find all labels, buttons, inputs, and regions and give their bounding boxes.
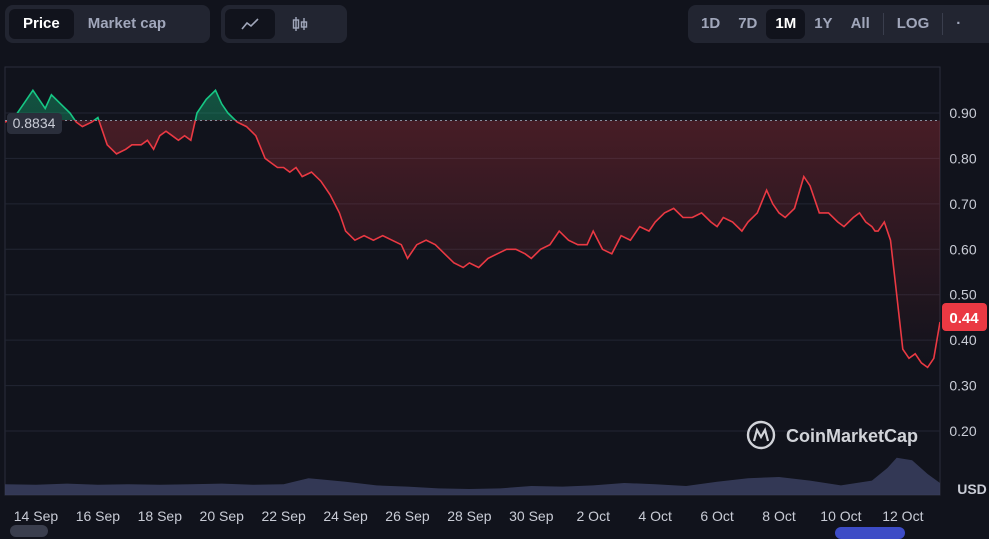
x-tick-label: 2 Oct <box>577 508 611 524</box>
x-tick-label: 30 Sep <box>509 508 554 524</box>
price-fill <box>5 90 940 368</box>
chart-type-tabs <box>221 5 347 43</box>
x-tick-label: 26 Sep <box>385 508 430 524</box>
range-1d[interactable]: 1D <box>701 15 721 32</box>
divider <box>942 13 944 35</box>
x-tick-label: 28 Sep <box>447 508 492 524</box>
price-fill-up <box>9 90 236 120</box>
price-line <box>5 88 940 369</box>
current-price-text: 0.44 <box>949 310 979 327</box>
y-tick-label: 0.40 <box>949 332 976 348</box>
current-price-badge: 0.44 <box>942 303 987 331</box>
range-1m[interactable]: 1M <box>766 9 806 39</box>
x-tick-label: 4 Oct <box>638 508 672 524</box>
x-tick-label: 12 Oct <box>882 508 923 524</box>
x-tick-label: 14 Sep <box>14 508 59 524</box>
volume-bars <box>5 457 940 495</box>
y-tick-label: 0.30 <box>949 378 976 394</box>
log-toggle[interactable]: LOG <box>896 15 930 32</box>
price-fill-down <box>5 120 940 368</box>
reference-price-label: 0.8834 <box>7 113 62 134</box>
x-tick-label: 10 Oct <box>820 508 861 524</box>
y-tick-label: 0.90 <box>949 105 976 121</box>
range-tabs: 1D 7D 1M 1Y All LOG · <box>688 5 989 43</box>
x-tick-label: 18 Sep <box>138 508 183 524</box>
y-axis: 0.20 0.30 0.40 0.50 0.60 0.70 0.80 0.90 <box>949 105 976 439</box>
line-chart-icon[interactable] <box>225 9 275 39</box>
currency-label: USD <box>957 481 987 497</box>
metric-tabs: Price Market cap <box>5 5 210 43</box>
watermark-text: CoinMarketCap <box>786 426 918 446</box>
x-tick-label: 22 Sep <box>261 508 306 524</box>
series-line-down <box>5 120 940 369</box>
x-tick-label: 24 Sep <box>323 508 368 524</box>
x-tick-label: 20 Sep <box>200 508 245 524</box>
volume-area <box>5 457 940 495</box>
y-tick-label: 0.80 <box>949 150 976 166</box>
x-tick-label: 6 Oct <box>700 508 734 524</box>
tab-price[interactable]: Price <box>9 9 74 39</box>
y-tick-label: 0.70 <box>949 196 976 212</box>
y-tick-label: 0.50 <box>949 287 976 303</box>
divider <box>882 13 884 35</box>
range-1y[interactable]: 1Y <box>814 15 833 32</box>
more-button[interactable]: · <box>956 15 962 32</box>
x-tick-label: 16 Sep <box>76 508 121 524</box>
scroll-handle-right[interactable] <box>835 527 905 539</box>
watermark: CoinMarketCap <box>746 420 918 450</box>
scroll-handle-left[interactable] <box>10 525 48 537</box>
y-tick-label: 0.60 <box>949 241 976 257</box>
range-7d[interactable]: 7D <box>738 15 758 32</box>
candlestick-icon[interactable] <box>275 9 325 39</box>
x-tick-label: 8 Oct <box>762 508 796 524</box>
x-axis: 14 Sep 16 Sep 18 Sep 20 Sep 22 Sep 24 Sep 26 S… <box>14 508 924 524</box>
y-tick-label: 0.20 <box>949 423 976 439</box>
tab-market-cap[interactable]: Market cap <box>87 15 167 32</box>
reference-price-text: 0.8834 <box>13 115 56 131</box>
coinmarketcap-logo-icon <box>746 420 776 450</box>
range-all[interactable]: All <box>850 15 870 32</box>
